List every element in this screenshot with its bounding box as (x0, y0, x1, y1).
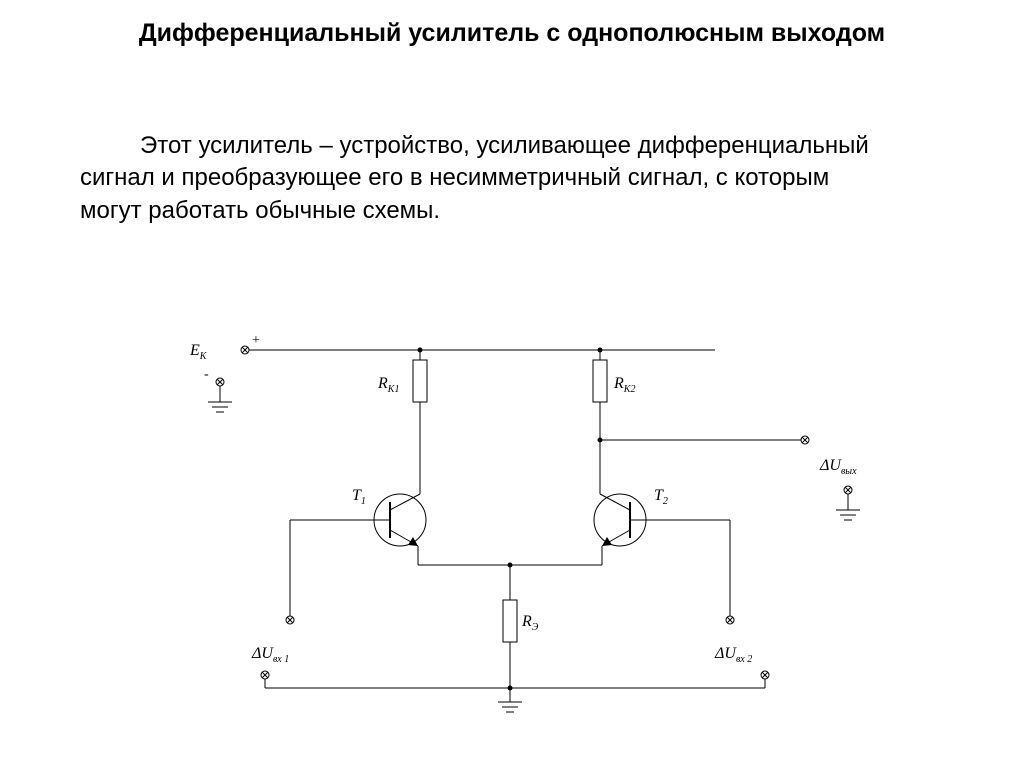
label-uin1: ΔU (251, 645, 274, 662)
svg-text:EK: EK (189, 342, 208, 362)
circuit-schematic: EK + - RK1 RK2 T1 T2 RЭ ΔUвх 1 ΔUвх 2 ΔU… (160, 310, 890, 750)
svg-text:T2: T2 (654, 487, 668, 507)
label-uin2: ΔU (714, 645, 737, 662)
svg-text:RЭ: RЭ (521, 613, 539, 633)
label-t2-sub: 2 (663, 496, 668, 507)
label-ek-sub: K (199, 351, 208, 362)
label-re: R (521, 613, 532, 630)
label-uout-sub: вых (841, 466, 857, 477)
page: Дифференциальный усилитель с однополюсны… (0, 0, 1024, 767)
label-uin2-sub: вх 2 (736, 654, 752, 665)
description-paragraph: Этот усилитель – устройство, усиливающее… (80, 130, 880, 227)
label-rk1-sub: K1 (387, 384, 400, 395)
svg-text:RK1: RK1 (377, 375, 399, 395)
label-plus: + (252, 333, 260, 348)
svg-text:ΔUвх 1: ΔUвх 1 (251, 645, 289, 665)
label-t1-sub: 1 (361, 496, 366, 507)
label-re-sub: Э (532, 622, 539, 633)
label-minus: - (204, 367, 209, 382)
label-uout: ΔU (819, 457, 842, 474)
svg-text:RK2: RK2 (613, 375, 635, 395)
label-rk2-sub: K2 (623, 384, 636, 395)
label-rk1: R (377, 375, 388, 392)
label-uin1-sub: вх 1 (273, 654, 289, 665)
page-title: Дифференциальный усилитель с однополюсны… (0, 18, 1024, 49)
label-ek: E (189, 342, 200, 359)
label-rk2: R (613, 375, 624, 392)
svg-text:ΔUвых: ΔUвых (819, 457, 857, 477)
svg-text:T1: T1 (352, 487, 366, 507)
svg-text:ΔUвх 2: ΔUвх 2 (714, 645, 752, 665)
